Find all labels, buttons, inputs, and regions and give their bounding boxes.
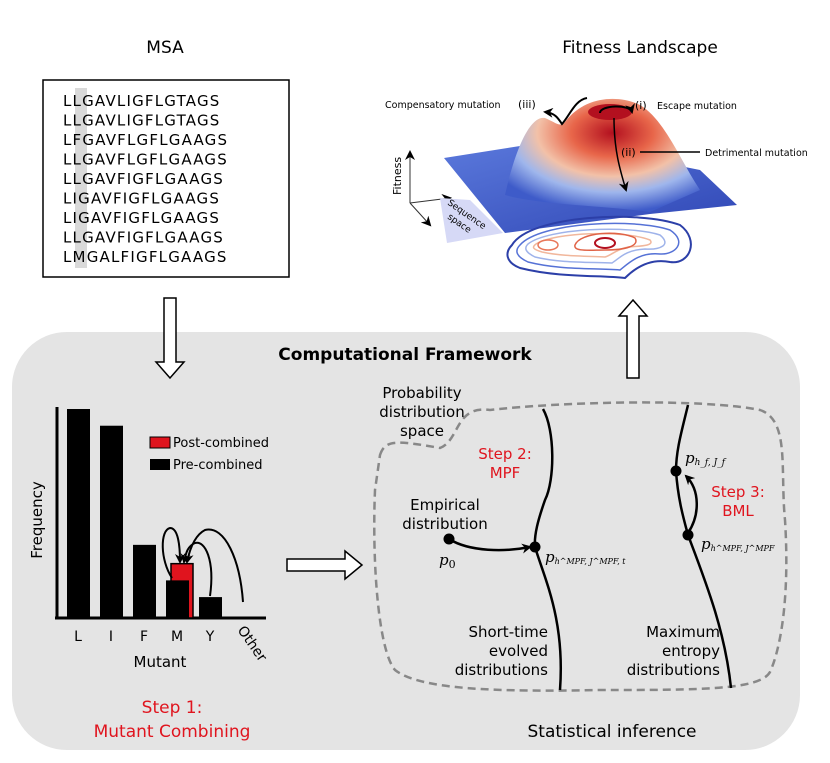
p-final-label: ph_f, J_f (685, 449, 727, 468)
space-label-3: space (400, 422, 444, 440)
y-axis-label: Frequency (28, 481, 46, 559)
up-arrow-icon (617, 298, 649, 379)
max-entropy-label-2: entropy (662, 642, 720, 660)
short-time-label-3: distributions (455, 661, 548, 679)
step2-line1: Step 2: (478, 445, 532, 463)
space-label-2: distribution (379, 403, 464, 421)
bar-pre-combined-L (67, 409, 90, 618)
bml-arrow (684, 474, 698, 534)
legend-swatch-post (149, 436, 171, 449)
msa-row: LLGAVFIGFLGAAGS (63, 229, 224, 247)
framework-panel (12, 332, 800, 750)
step1-line2: Mutant Combining (94, 722, 251, 742)
step2-line2: MPF (490, 464, 521, 482)
probability-space-boundary (373, 401, 788, 692)
p0-label: p0 (439, 551, 456, 571)
bar-pre-combined-Y (199, 597, 222, 618)
msa-highlight-column (75, 88, 87, 268)
mpf-maxent-point (682, 529, 694, 541)
landscape-annotations (405, 97, 700, 243)
detrimental-mutation-label: Detrimental mutation (705, 148, 808, 159)
short-time-manifold-curve (533, 408, 562, 691)
combine-arrow-from-other (183, 528, 244, 603)
contour-map (506, 215, 692, 280)
max-entropy-label-1: Maximum (646, 623, 720, 641)
msa-row: LFGAVFLGFLGAAGS (63, 131, 228, 149)
short-time-label-1: Short-time (468, 623, 548, 641)
msa-row: LMGALFIGFLGAAGS (63, 248, 228, 266)
mpf-arrow (448, 537, 532, 554)
max-entropy-manifold-curve (674, 404, 733, 689)
escape-mutation-label: Escape mutation (657, 101, 737, 112)
landscape-title: Fitness Landscape (562, 38, 718, 58)
x-tick-label: Y (205, 629, 215, 645)
bar-pre-combined-I (100, 425, 123, 618)
x-tick-label: L (74, 629, 82, 645)
p-mpf-label: ph^MPF, J^MPF (701, 535, 775, 553)
msa-title: MSA (146, 38, 184, 58)
x-axis-label: Mutant (134, 653, 187, 671)
x-tick-label: F (140, 629, 148, 645)
right-arrow-icon (286, 549, 364, 581)
bar-pre-combined-F (133, 544, 156, 618)
bar-pre-combined-M (166, 580, 189, 618)
step3-line2: BML (722, 502, 754, 520)
legend-label-post: Post-combined (173, 436, 269, 451)
mutant-bar-chart: L I F M Y Other Post-combined Pre-combined Mu… (28, 407, 270, 671)
label-ii: (ii) (621, 146, 636, 159)
space-label-1: Probability (382, 384, 461, 402)
compensatory-mutation-label: Compensatory mutation (385, 100, 500, 111)
fitness-landscape-surface (444, 98, 737, 233)
framework-title: Computational Framework (278, 345, 532, 365)
p-mpf-t-label: ph^MPF, J^MPF, t (545, 548, 626, 566)
msa-row: LIGAVFIGFLGAAGS (63, 190, 220, 208)
msa-row: LIGAVFIGFLGAAGS (63, 209, 220, 227)
x-tick-label: I (109, 629, 113, 645)
msa-row: LLGAVFIGFLGAAGS (63, 170, 224, 188)
empirical-point (443, 533, 455, 545)
legend-label-pre: Pre-combined (173, 458, 262, 473)
combine-arrow-from-m (161, 526, 185, 579)
mpf-point (529, 541, 541, 553)
x-tick-label: M (171, 629, 183, 645)
label-i: (i) (635, 99, 647, 112)
fitness-axis-label: Fitness (391, 157, 404, 195)
msa-rows: LLGAVLIGFLGTAGSLLGAVLIGFLGTAGSLFGAVFLGFL… (63, 92, 228, 266)
statistical-inference-label: Statistical inference (528, 722, 697, 742)
empirical-label-2: distribution (402, 515, 487, 533)
short-time-label-2: evolved (489, 642, 548, 660)
msa-row: LLGAVLIGFLGTAGS (63, 92, 221, 110)
final-point (670, 465, 682, 477)
step3-line1: Step 3: (711, 483, 765, 501)
legend-swatch-pre (150, 459, 170, 470)
max-entropy-label-3: distributions (627, 661, 720, 679)
step1-line1: Step 1: (142, 698, 203, 718)
msa-row: LLGAVLIGFLGTAGS (63, 112, 221, 130)
empirical-label-1: Empirical (410, 496, 480, 514)
label-iii: (iii) (518, 98, 536, 111)
msa-row: LLGAVFLGFLGAAGS (63, 151, 228, 169)
down-arrow-icon (154, 297, 186, 380)
